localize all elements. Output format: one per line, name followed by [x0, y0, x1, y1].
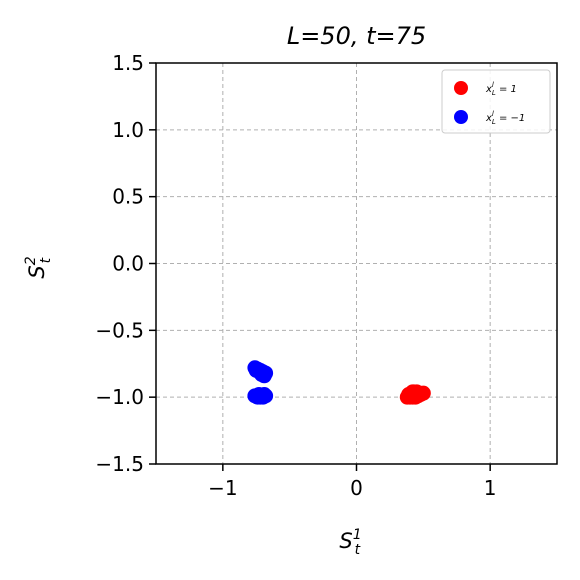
legend-entry-label: xl L = 1	[485, 81, 517, 97]
x-tick-label: 0	[350, 476, 363, 500]
y-axis-label-base: S	[25, 265, 49, 278]
x-axis-label: S1 t	[339, 527, 361, 558]
y-tick-label: 0.5	[112, 185, 144, 209]
legend-box	[441, 69, 551, 134]
scatter-point	[405, 384, 421, 400]
y-axis-label-sup: 2	[23, 256, 39, 265]
chart-title: L=50, t=75	[287, 22, 426, 50]
y-tick-label: 1.0	[112, 118, 144, 142]
x-axis-label-sub: t	[355, 542, 361, 558]
x-axis-label-sup: 1	[353, 527, 362, 543]
x-axis-label-base: S	[339, 529, 352, 553]
scatter-point	[256, 386, 272, 402]
y-tick-label: −1.0	[95, 385, 144, 409]
points-layer	[247, 360, 431, 405]
x-tick-label: −1	[208, 476, 237, 500]
legend-marker	[454, 81, 468, 95]
legend-entry-label: xl L = −1	[485, 110, 525, 126]
scatter-point	[256, 368, 272, 384]
y-tick-label: 0.0	[112, 252, 144, 276]
y-axis-label-sub: t	[38, 257, 54, 263]
y-tick-label: −0.5	[95, 318, 144, 342]
legend: xl L = 1 xl L = −1	[441, 69, 551, 134]
x-tick-label: 1	[484, 476, 497, 500]
y-axis-label: S2t	[23, 256, 54, 278]
legend-marker	[454, 110, 468, 124]
ticks-layer: −1 0 1 −1.5 −1.0 −0.5 0.0 0.5 1.0 1.5	[95, 51, 496, 500]
y-tick-label: −1.5	[95, 452, 144, 476]
y-tick-label: 1.5	[112, 51, 144, 75]
